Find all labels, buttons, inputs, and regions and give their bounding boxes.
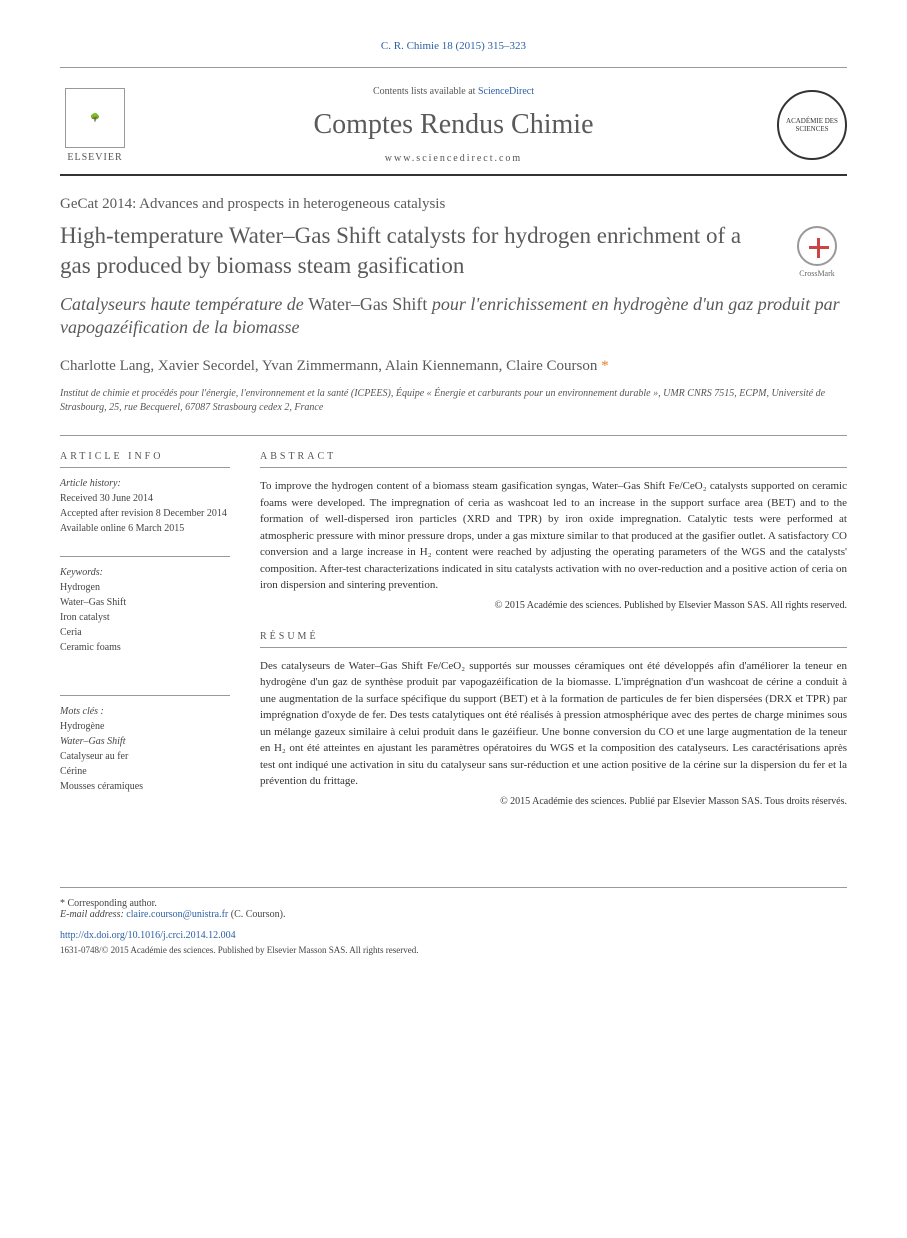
email-label: E-mail address:	[60, 909, 126, 920]
top-rule	[60, 67, 847, 68]
keyword: Ceria	[60, 625, 230, 640]
abstract-heading-fr: RÉSUMÉ	[260, 631, 847, 648]
history-label: Article history:	[60, 476, 230, 491]
footer: * Corresponding author. E-mail address: …	[60, 887, 847, 955]
elsevier-tree-icon: 🌳	[65, 88, 125, 148]
main-content: ARTICLE INFO Article history: Received 3…	[60, 435, 847, 827]
section-label: GeCat 2014: Advances and prospects in he…	[60, 196, 847, 213]
sciencedirect-link[interactable]: ScienceDirect	[478, 86, 534, 97]
affiliation: Institut de chimie et procédés pour l'én…	[60, 387, 847, 415]
article-subtitle: Catalyseurs haute température de Water–G…	[60, 293, 847, 340]
received-date: Received 30 June 2014	[60, 491, 230, 506]
article-title: High-temperature Water–Gas Shift catalys…	[60, 221, 847, 281]
journal-url[interactable]: www.sciencedirect.com	[130, 153, 777, 164]
motcle: Mousses céramiques	[60, 779, 230, 794]
journal-header: 🌳 ELSEVIER Contents lists available at S…	[60, 76, 847, 176]
keyword: Iron catalyst	[60, 610, 230, 625]
copyright-en: © 2015 Académie des sciences. Published …	[260, 600, 847, 611]
keyword: Hydrogen	[60, 580, 230, 595]
left-column: ARTICLE INFO Article history: Received 3…	[60, 451, 230, 827]
abstract-text-en: To improve the hydrogen content of a bio…	[260, 478, 847, 594]
article-history: Article history: Received 30 June 2014 A…	[60, 476, 230, 536]
online-date: Available online 6 March 2015	[60, 521, 230, 536]
accepted-date: Accepted after revision 8 December 2014	[60, 506, 230, 521]
motscles-label: Mots clés :	[60, 704, 230, 719]
abstract-heading-en: ABSTRACT	[260, 451, 847, 468]
corresponding-mark: *	[601, 358, 609, 374]
keyword: Ceramic foams	[60, 640, 230, 655]
motcle: Catalyseur au fer	[60, 749, 230, 764]
motscles-block: Mots clés : Hydrogène Water–Gas Shift Ca…	[60, 695, 230, 794]
authors: Charlotte Lang, Xavier Secordel, Yvan Zi…	[60, 355, 847, 378]
journal-center: Contents lists available at ScienceDirec…	[130, 86, 777, 164]
academie-logo: ACADÉMIE DES SCIENCES	[777, 90, 847, 160]
keywords-block: Keywords: Hydrogen Water–Gas Shift Iron …	[60, 556, 230, 655]
keyword: Water–Gas Shift	[60, 595, 230, 610]
header-citation: C. R. Chimie 18 (2015) 315–323	[60, 40, 847, 52]
keywords-label: Keywords:	[60, 565, 230, 580]
doi-link[interactable]: http://dx.doi.org/10.1016/j.crci.2014.12…	[60, 930, 847, 941]
motcle: Water–Gas Shift	[60, 734, 230, 749]
article-info-heading: ARTICLE INFO	[60, 451, 230, 468]
corresponding-author: * Corresponding author.	[60, 898, 847, 909]
journal-name: Comptes Rendus Chimie	[130, 109, 777, 141]
title-text: High-temperature Water–Gas Shift catalys…	[60, 223, 741, 278]
authors-list: Charlotte Lang, Xavier Secordel, Yvan Zi…	[60, 358, 597, 374]
abstract-text-fr: Des catalyseurs de Water–Gas Shift Fe/Ce…	[260, 658, 847, 790]
crossmark-icon	[797, 226, 837, 266]
motcle: Cérine	[60, 764, 230, 779]
subtitle-pre: Catalyseurs haute température de	[60, 294, 308, 314]
elsevier-logo: 🌳 ELSEVIER	[60, 88, 130, 163]
right-column: ABSTRACT To improve the hydrogen content…	[260, 451, 847, 827]
motcle: Hydrogène	[60, 719, 230, 734]
crossmark-badge[interactable]: CrossMark	[787, 226, 847, 279]
email-link[interactable]: claire.courson@unistra.fr	[126, 909, 228, 920]
contents-prefix: Contents lists available at	[373, 86, 478, 97]
email-name: (C. Courson).	[228, 909, 285, 920]
subtitle-upright: Water–Gas Shift	[308, 294, 427, 314]
issn-line: 1631-0748/© 2015 Académie des sciences. …	[60, 945, 847, 955]
elsevier-label: ELSEVIER	[67, 152, 122, 163]
email-line: E-mail address: claire.courson@unistra.f…	[60, 909, 847, 920]
contents-line: Contents lists available at ScienceDirec…	[130, 86, 777, 97]
copyright-fr: © 2015 Académie des sciences. Publié par…	[260, 796, 847, 807]
crossmark-label: CrossMark	[787, 269, 847, 279]
